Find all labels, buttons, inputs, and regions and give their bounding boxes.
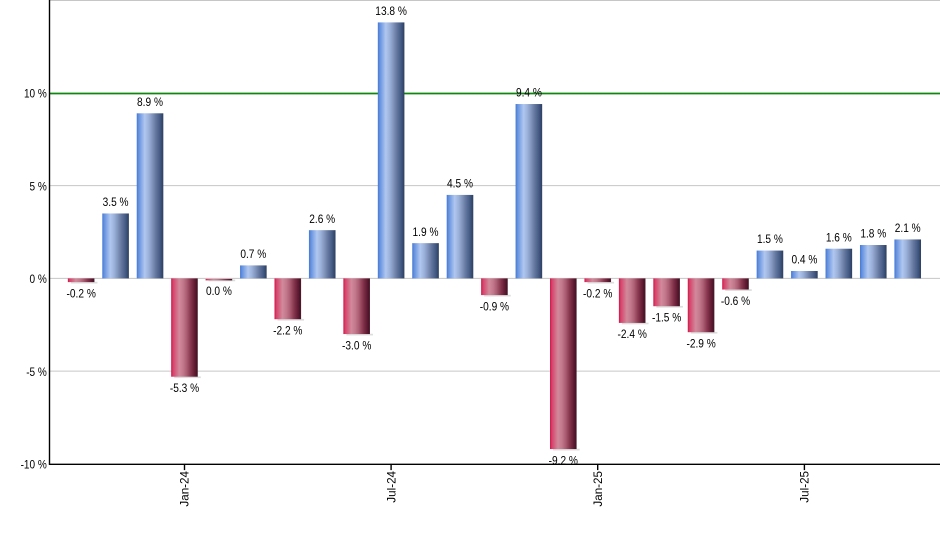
svg-text:3.5 %: 3.5 % [103,195,129,209]
svg-text:-0.2 %: -0.2 % [67,286,97,300]
svg-text:10 %: 10 % [24,87,47,101]
svg-text:8.9 %: 8.9 % [137,95,163,109]
svg-text:-2.4 %: -2.4 % [618,327,648,341]
svg-text:2.6 %: 2.6 % [309,212,335,226]
svg-text:Jul-24: Jul-24 [384,471,398,503]
svg-text:-9.2 %: -9.2 % [549,453,579,467]
svg-text:1.8 %: 1.8 % [860,227,886,241]
svg-text:1.5 %: 1.5 % [757,232,783,246]
svg-text:Jul-25: Jul-25 [798,471,812,503]
svg-text:0.7 %: 0.7 % [240,247,266,261]
svg-text:-0.6 %: -0.6 % [721,294,751,308]
svg-text:-0.9 %: -0.9 % [480,299,510,313]
svg-text:-5.3 %: -5.3 % [170,381,200,395]
svg-text:-2.2 %: -2.2 % [273,324,303,338]
svg-text:4.5 %: 4.5 % [447,177,473,191]
svg-text:0.0 %: 0.0 % [206,284,232,298]
svg-text:-10 %: -10 % [21,458,47,472]
svg-text:-2.9 %: -2.9 % [686,337,716,351]
svg-text:-1.5 %: -1.5 % [652,311,682,325]
svg-text:0 %: 0 % [30,272,48,286]
svg-text:13.8 %: 13.8 % [375,4,407,18]
svg-text:9.4 %: 9.4 % [516,86,542,100]
svg-text:2.1 %: 2.1 % [895,221,921,235]
svg-text:Jan-25: Jan-25 [591,471,605,507]
svg-text:-5 %: -5 % [26,365,47,379]
svg-text:0.4 %: 0.4 % [791,253,817,267]
svg-text:1.9 %: 1.9 % [413,225,439,239]
svg-text:Jan-24: Jan-24 [178,471,192,507]
svg-text:5 %: 5 % [30,179,48,193]
svg-text:1.6 %: 1.6 % [826,230,852,244]
svg-text:-3.0 %: -3.0 % [342,338,372,352]
svg-text:-0.2 %: -0.2 % [583,286,613,300]
